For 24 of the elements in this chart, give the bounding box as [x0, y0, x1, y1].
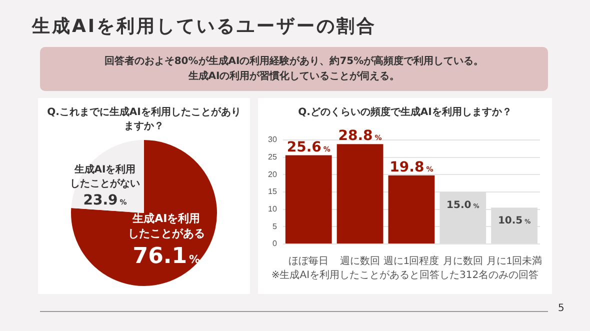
y-tick-label: 5: [272, 222, 278, 231]
slice-label: 生成AIを利用したことがない: [70, 164, 140, 190]
y-tick-label: 0: [272, 239, 278, 248]
bar: [388, 175, 435, 244]
x-tick-label: 週に数回: [340, 256, 380, 267]
text: 生成AIを利用しているユーザーの割合: [32, 15, 377, 38]
text: 生成AIの利用が習慣化していることが伺える。: [187, 70, 401, 84]
y-tick-label: 30: [268, 135, 278, 144]
bar: [336, 144, 384, 244]
y-tick-label: 20: [268, 170, 278, 179]
x-tick-label: ほぼ毎日: [288, 254, 329, 267]
text: 5: [558, 303, 564, 314]
x-tick-label: 週に1回程度: [384, 254, 440, 267]
x-tick-label: 月に数回: [442, 256, 483, 267]
slice-label: 生成AIを利用したことがある: [128, 212, 205, 240]
chart-title: Q.これまでに生成AIを利用したことがありますか？: [46, 106, 242, 134]
chart-title: Q.どのくらいの頻度で生成AIを利用しますか？: [297, 106, 513, 120]
bar: [285, 155, 332, 244]
x-tick-label: 月に1回未満: [486, 254, 542, 267]
y-tick-label: 25: [268, 152, 278, 162]
text: ※生成AIを利用したことがあると回答した312名のみの回答: [270, 270, 540, 282]
text: 回答者のおよそ80%が生成AIの利用経験があり、約75%が高頻度で利用している。: [103, 54, 485, 69]
y-tick-label: 15: [268, 187, 278, 196]
y-tick-label: 10: [268, 204, 278, 214]
